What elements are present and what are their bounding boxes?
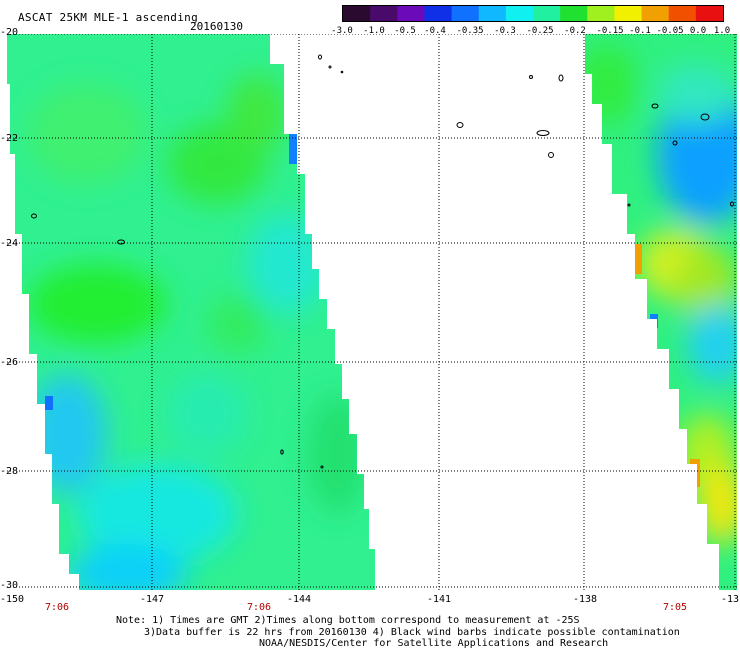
product-date: 20160130 bbox=[190, 20, 243, 33]
colorbar-label: -3.0 bbox=[331, 26, 353, 36]
colorbar-segment bbox=[668, 6, 697, 21]
colorbar-label: -0.1 bbox=[629, 26, 651, 36]
pass-time: 7:06 bbox=[44, 602, 70, 613]
colorbar-segment bbox=[397, 6, 426, 21]
note-line-1: Note: 1) Times are GMT 2)Times along bot… bbox=[116, 615, 580, 626]
lon-label: -150 bbox=[0, 594, 25, 605]
left-swath bbox=[7, 34, 375, 590]
colorbar-segment bbox=[451, 6, 480, 21]
colorbar-label: -0.25 bbox=[526, 26, 554, 36]
colorbar-segment bbox=[695, 6, 723, 21]
pass-time: 7:05 bbox=[662, 602, 688, 613]
colorbar-label: -0.3 bbox=[494, 26, 516, 36]
colorbar-segment bbox=[614, 6, 643, 21]
colorbar-label: -0.15 bbox=[596, 26, 624, 36]
colorbar-label: 0.0 bbox=[689, 26, 707, 36]
scatterometer-map bbox=[7, 34, 737, 590]
lon-label: -144 bbox=[286, 594, 312, 605]
colorbar-label: -0.35 bbox=[456, 26, 484, 36]
note-line-2: 3)Data buffer is 22 hrs from 20160130 4)… bbox=[144, 627, 680, 638]
colorbar-segment bbox=[505, 6, 534, 21]
colorbar-segment bbox=[587, 6, 616, 21]
right-swath bbox=[585, 34, 737, 590]
colorbar-label: -1.0 bbox=[363, 26, 385, 36]
colorbar-label: -0.05 bbox=[656, 26, 684, 36]
colorbar-segment bbox=[560, 6, 588, 21]
colorbar-segment bbox=[424, 6, 453, 21]
lon-label: -141 bbox=[426, 594, 452, 605]
colorbar-segment bbox=[533, 6, 561, 21]
lat-label: -28 bbox=[0, 466, 19, 477]
lon-label: -147 bbox=[139, 594, 165, 605]
lat-label: -30 bbox=[0, 580, 19, 591]
colorbar bbox=[342, 5, 724, 22]
lon-label: -138 bbox=[572, 594, 598, 605]
note-line-3: NOAA/NESDIS/Center for Satellite Applica… bbox=[259, 638, 609, 649]
lat-label: -24 bbox=[0, 238, 19, 249]
colorbar-segment bbox=[478, 6, 507, 21]
product-title: ASCAT 25KM MLE-1 ascending bbox=[18, 11, 198, 24]
colorbar-label: -0.2 bbox=[564, 26, 586, 36]
colorbar-label: -0.5 bbox=[394, 26, 416, 36]
lat-label: -22 bbox=[0, 133, 19, 144]
lat-label: -26 bbox=[0, 357, 19, 368]
lat-label: -20 bbox=[0, 27, 19, 38]
colorbar-segment bbox=[641, 6, 670, 21]
colorbar-label: -0.4 bbox=[424, 26, 446, 36]
colorbar-labels: -3.0 -1.0 -0.5 -0.4 -0.35 -0.3 -0.25 -0.… bbox=[330, 26, 730, 38]
colorbar-label: 1.0 bbox=[713, 26, 731, 36]
pass-time: 7:06 bbox=[246, 602, 272, 613]
colorbar-segment bbox=[343, 6, 371, 21]
lon-label: -13 bbox=[720, 594, 740, 605]
island-outlines bbox=[31, 54, 734, 469]
colorbar-segment bbox=[370, 6, 398, 21]
